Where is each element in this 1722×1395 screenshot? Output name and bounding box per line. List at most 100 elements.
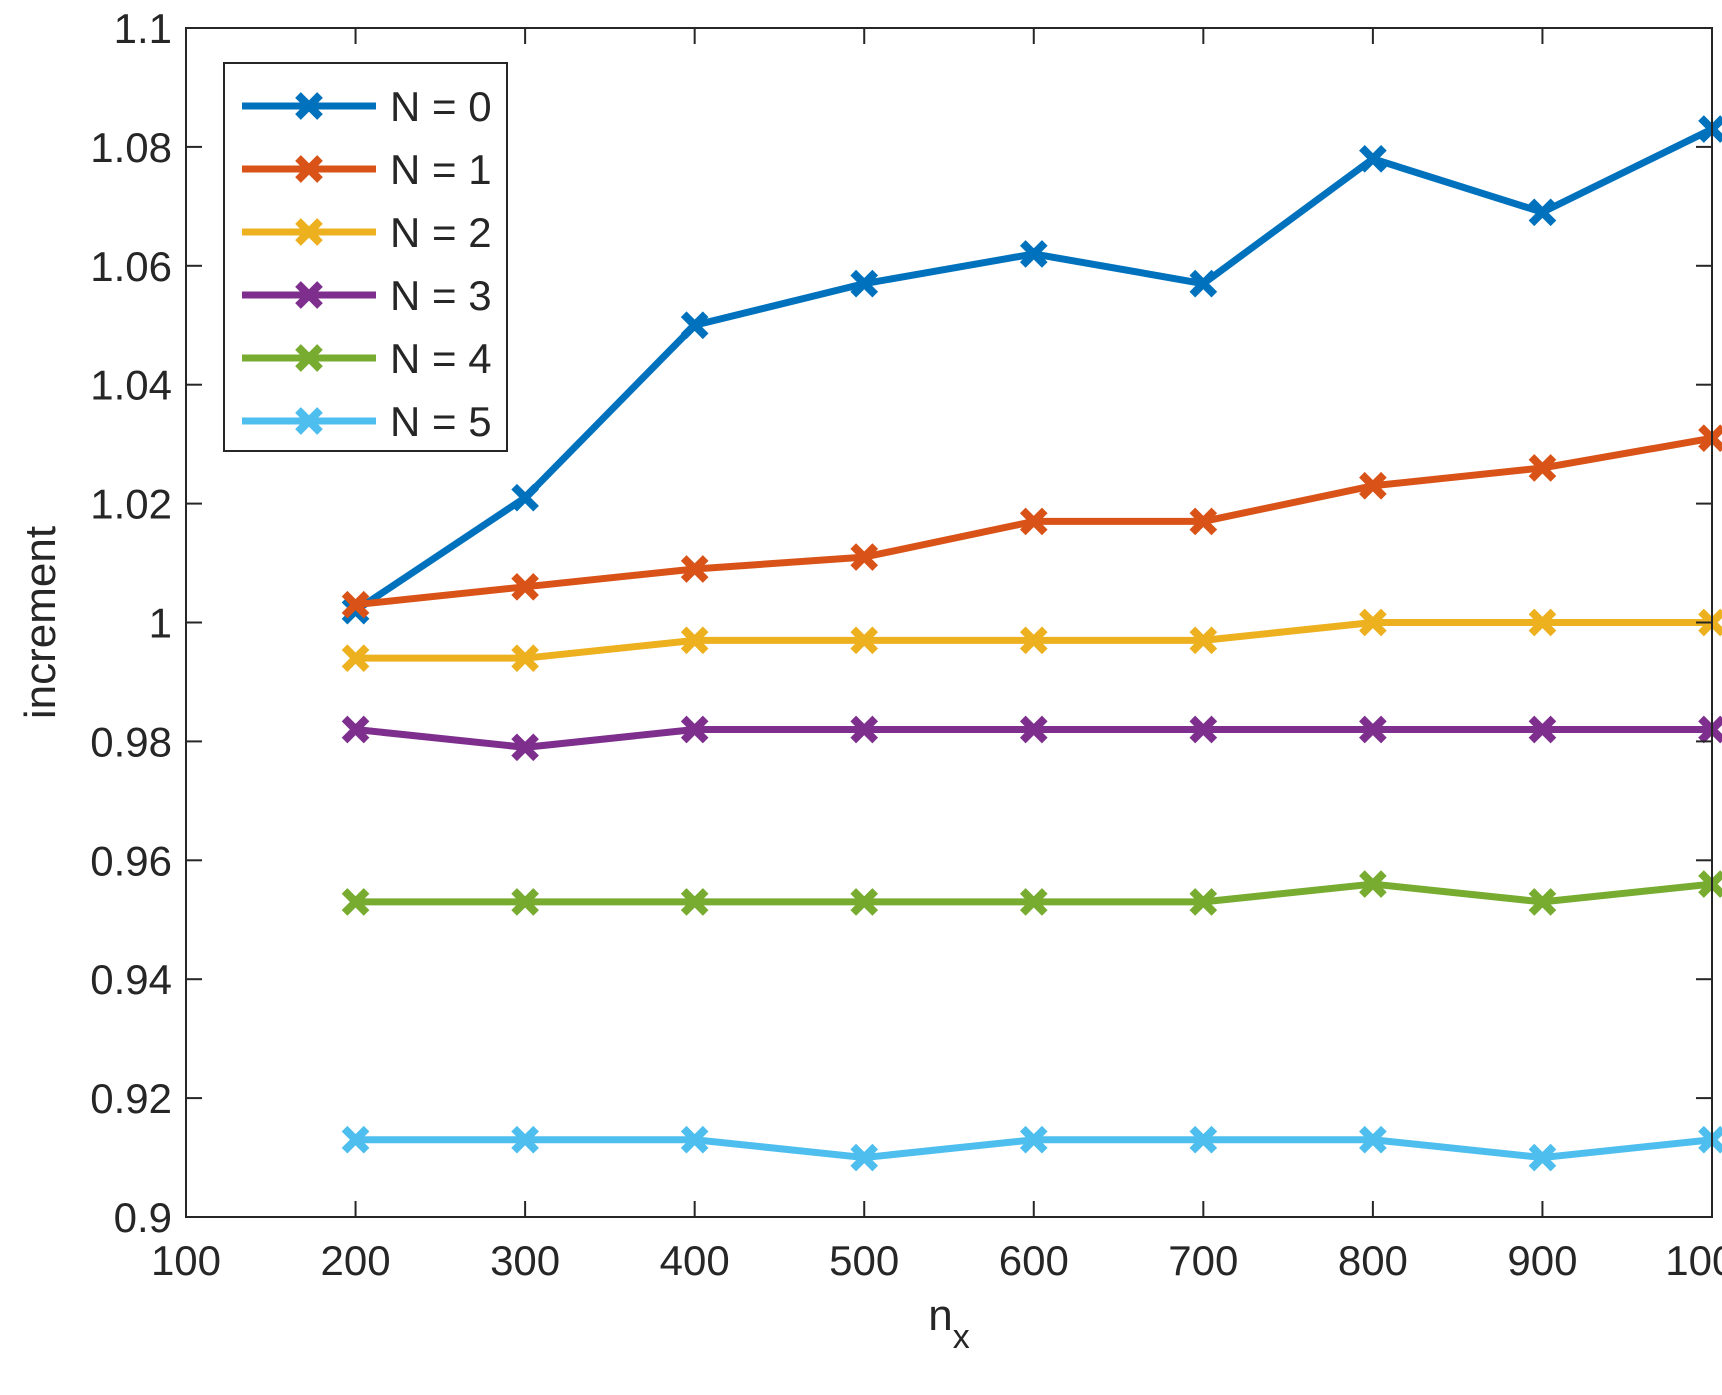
x-tick-label: 100 (151, 1237, 221, 1284)
data-point-marker (511, 733, 539, 762)
series-5 (341, 1125, 1722, 1172)
data-point-marker (850, 715, 879, 744)
series-1 (341, 424, 1722, 619)
legend-box (223, 62, 508, 452)
data-point-marker (1189, 507, 1218, 536)
x-tick-label: 200 (321, 1237, 391, 1284)
data-point-marker (1528, 715, 1557, 744)
x-tick-label: 400 (660, 1237, 730, 1284)
data-point-marker (511, 483, 539, 512)
y-tick-label: 1.04 (90, 362, 172, 409)
data-point-marker (1359, 471, 1387, 500)
data-point-marker (1019, 626, 1048, 655)
data-point-marker (680, 311, 709, 340)
legend-label: N = 3 (390, 272, 492, 319)
legend-entry: N = 3 (242, 272, 492, 319)
legend-label: N = 4 (390, 335, 492, 382)
data-point-marker (1019, 715, 1048, 744)
legend-swatch-marker (295, 344, 323, 372)
legend-swatch-marker (295, 92, 323, 120)
data-point-marker (341, 888, 370, 916)
data-point-marker (511, 644, 539, 672)
data-point-marker (1528, 454, 1557, 482)
data-point-marker (1528, 888, 1557, 916)
data-point-marker (1359, 715, 1387, 744)
data-point-marker (341, 590, 370, 619)
legend-entry: N = 0 (242, 83, 492, 130)
data-point-marker (1019, 1125, 1048, 1154)
data-point-marker (850, 269, 879, 298)
data-point-marker (1019, 240, 1048, 268)
legend-entry: N = 4 (242, 335, 492, 382)
y-tick-label: 1 (149, 600, 172, 647)
data-point-marker (1359, 870, 1387, 898)
series-2 (341, 608, 1722, 672)
data-point-marker (511, 573, 539, 601)
legend-label: N = 5 (390, 398, 492, 445)
x-axis-label: nx (928, 1291, 969, 1356)
data-point-marker (850, 626, 879, 655)
data-point-marker (1189, 715, 1218, 744)
x-axis-label-main: n (928, 1291, 952, 1340)
x-tick-label: 600 (999, 1237, 1069, 1284)
x-tick-label: 800 (1338, 1237, 1408, 1284)
y-tick-label: 1.06 (90, 243, 172, 290)
ticks-layer: 100 200 300 400 500 600 700 800 900 1000 0.9 0.92 0.… (90, 5, 1722, 1284)
y-tick-label: 1.08 (90, 124, 172, 171)
legend-swatch-marker (295, 281, 323, 309)
data-point-marker (1359, 1125, 1387, 1154)
legend-swatch-marker (295, 407, 323, 435)
y-tick-label: 1.1 (114, 5, 172, 52)
data-point-marker (1019, 888, 1048, 916)
x-axis-label-subscript: x (953, 1318, 970, 1356)
legend-entry: N = 2 (242, 209, 492, 256)
y-tick-label: 0.92 (90, 1075, 172, 1122)
x-tick-label: 700 (1168, 1237, 1238, 1284)
data-point-marker (341, 1125, 370, 1154)
data-point-marker (680, 715, 709, 744)
x-tick-label: 1000 (1665, 1237, 1722, 1284)
legend-label: N = 2 (390, 209, 492, 256)
y-axis-label: increment (16, 526, 65, 719)
legend-entry: N = 1 (242, 146, 492, 193)
y-tick-label: 1.02 (90, 481, 172, 528)
data-point-marker (1019, 507, 1048, 536)
labels-layer: increment nx (16, 526, 970, 1356)
legend: N = 0 N = 1 N = 2 N = 3 N = 4 N = 5 (223, 62, 508, 452)
data-point-marker (1528, 608, 1557, 637)
x-tick-label: 500 (829, 1237, 899, 1284)
data-point-marker (850, 1143, 879, 1172)
legend-entry: N = 5 (242, 398, 492, 445)
x-tick-label: 300 (490, 1237, 560, 1284)
data-point-marker (680, 888, 709, 916)
y-tick-label: 0.94 (90, 956, 172, 1003)
y-tick-label: 0.9 (114, 1194, 172, 1241)
data-point-marker (511, 1125, 539, 1154)
legend-label: N = 1 (390, 146, 492, 193)
series-0 (341, 115, 1722, 625)
series-4 (341, 870, 1722, 916)
data-point-marker (1189, 1125, 1218, 1154)
y-tick-label: 0.96 (90, 837, 172, 884)
series-3 (341, 715, 1722, 762)
data-point-marker (850, 543, 879, 571)
data-point-marker (1528, 1143, 1557, 1172)
data-point-marker (680, 626, 709, 655)
data-point-marker (1189, 888, 1218, 916)
series-layer (341, 115, 1722, 1172)
data-point-marker (850, 888, 879, 916)
data-point-marker (680, 1125, 709, 1154)
data-point-marker (511, 888, 539, 916)
data-point-marker (1189, 626, 1218, 655)
y-tick-label: 0.98 (90, 718, 172, 765)
data-point-marker (680, 555, 709, 583)
data-point-marker (1359, 608, 1387, 637)
data-point-marker (1189, 269, 1218, 298)
x-tick-label: 900 (1507, 1237, 1577, 1284)
legend-swatch-marker (295, 218, 323, 246)
data-point-marker (341, 715, 370, 744)
legend-swatch-marker (295, 155, 323, 183)
data-point-marker (341, 644, 370, 672)
legend-label: N = 0 (390, 83, 492, 130)
